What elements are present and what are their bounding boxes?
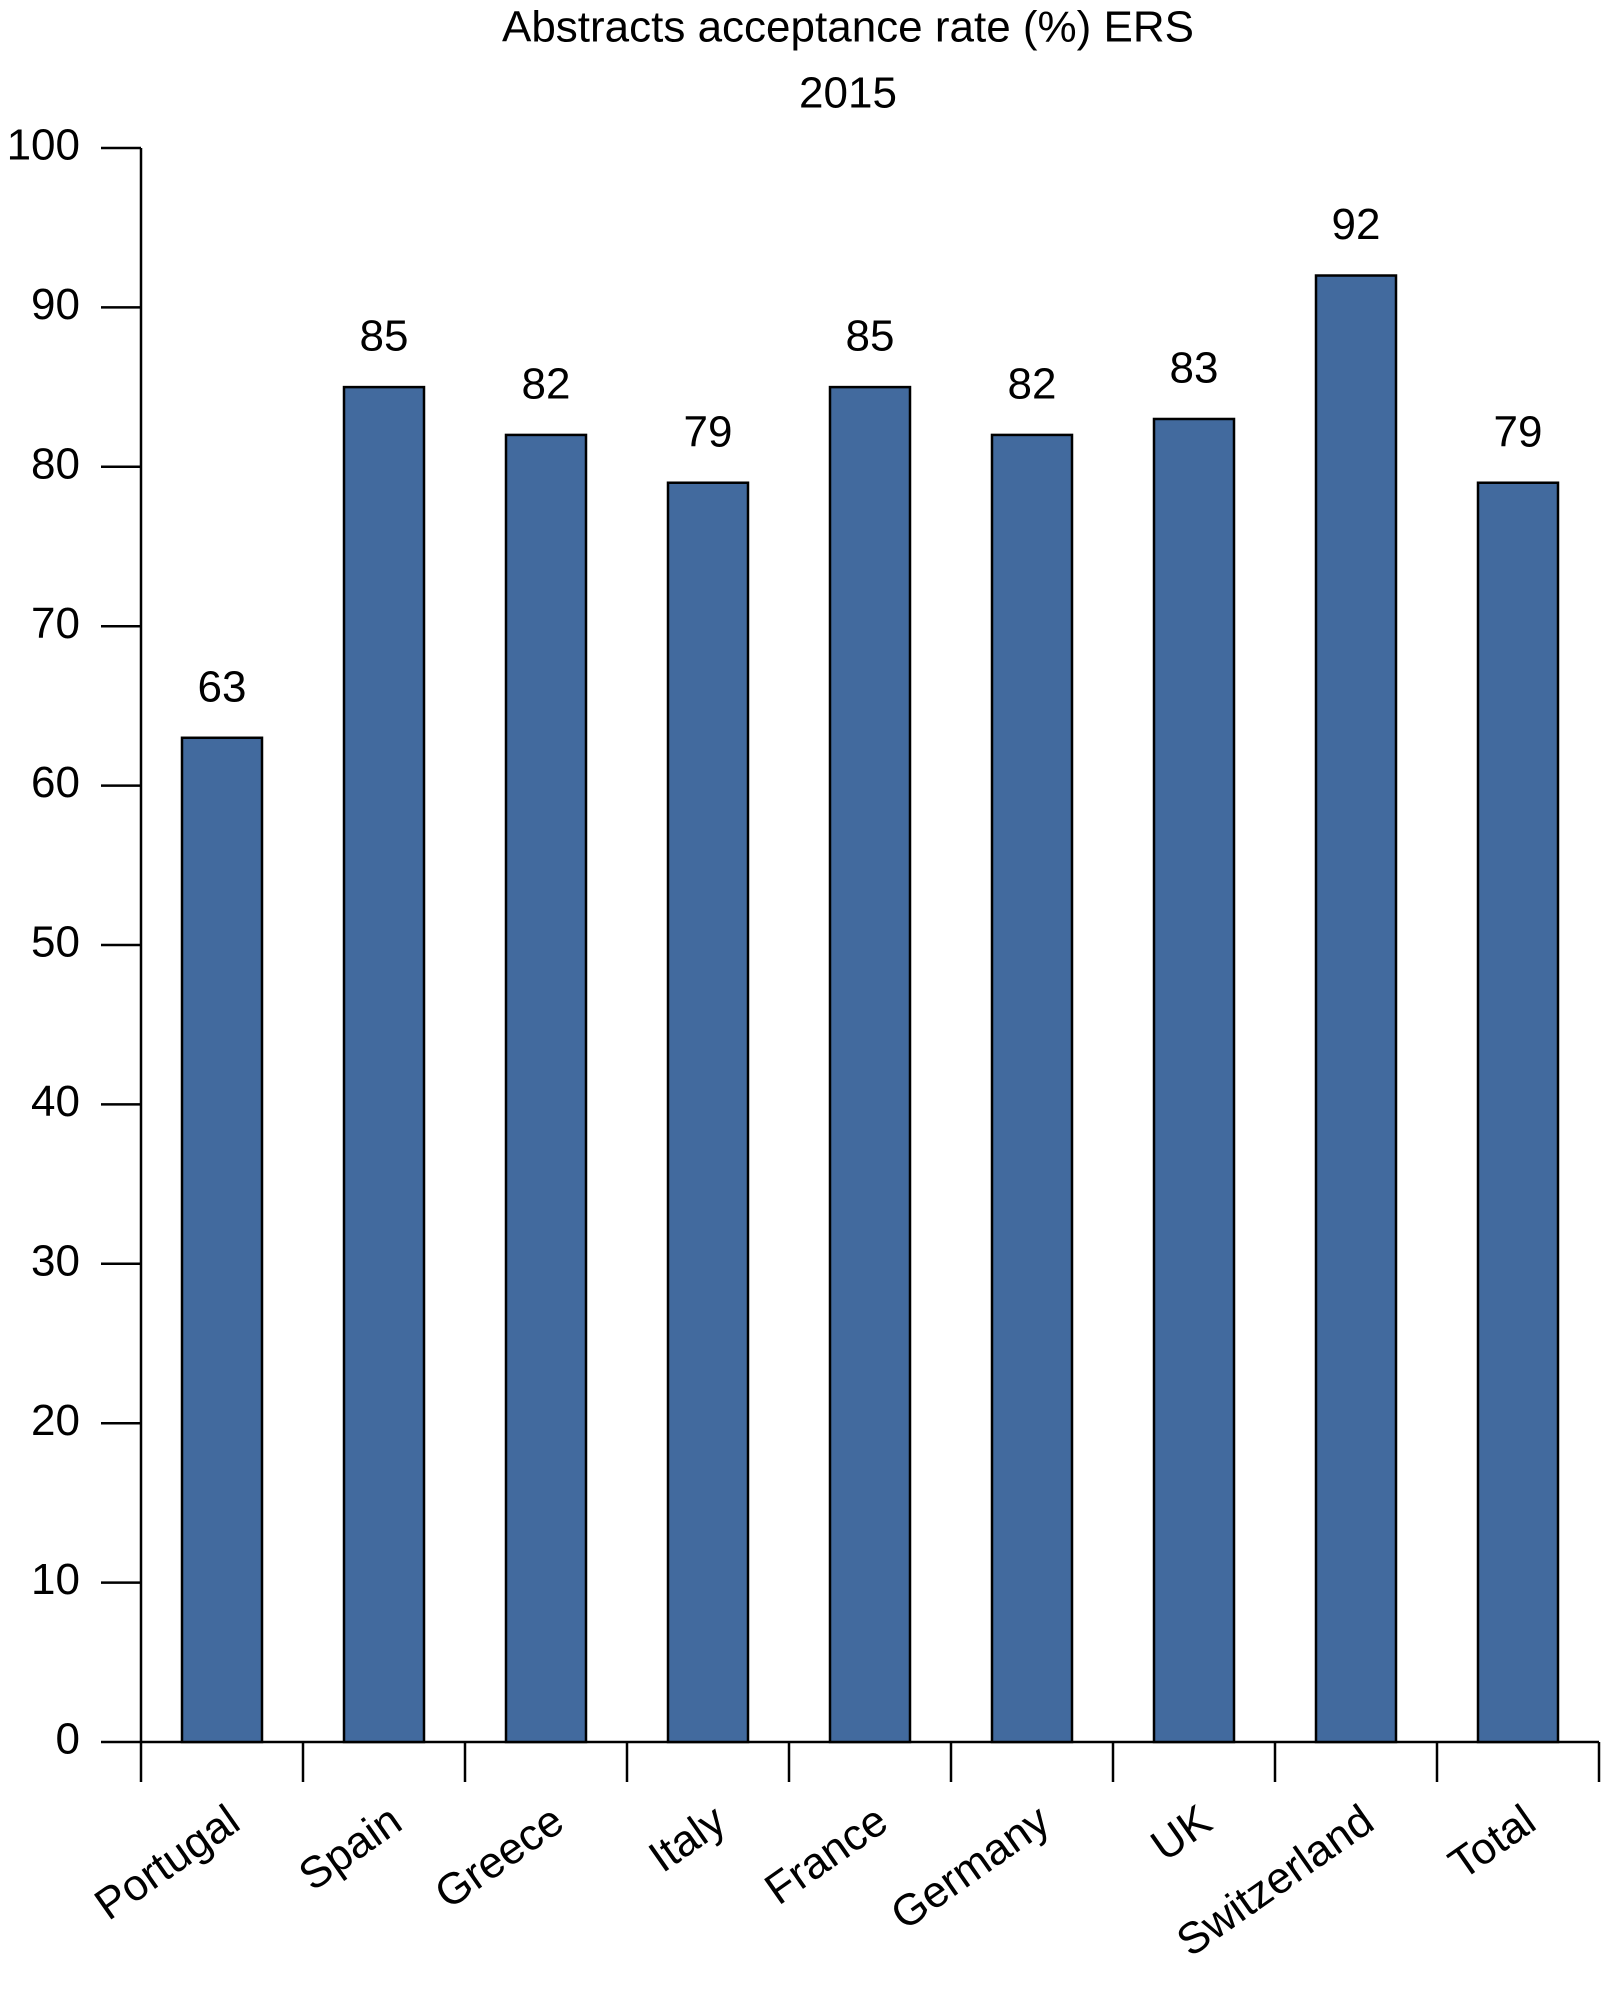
- bar: [666, 481, 750, 1744]
- value-label: 85: [360, 312, 409, 361]
- y-tick-label: 90: [31, 280, 80, 329]
- y-tick-label: 10: [31, 1555, 80, 1604]
- x-tick-label: Total: [1440, 1796, 1544, 1889]
- value-label: 79: [684, 407, 733, 456]
- value-label: 79: [1494, 407, 1543, 456]
- value-label: 63: [198, 662, 247, 711]
- x-tick-label: Germany: [882, 1796, 1058, 1940]
- x-tick-label: Portugal: [86, 1796, 248, 1930]
- value-label: 82: [522, 360, 571, 409]
- value-label: 82: [1008, 360, 1057, 409]
- value-label: 83: [1170, 344, 1219, 393]
- bar: [342, 385, 426, 1744]
- x-tick-label: Greece: [426, 1796, 572, 1919]
- bar: [990, 433, 1074, 1744]
- value-label: 92: [1332, 200, 1381, 249]
- chart-subtitle: 2015: [799, 69, 897, 118]
- x-tick-label: UK: [1142, 1796, 1220, 1871]
- bar: [180, 736, 264, 1744]
- chart-title: Abstracts acceptance rate (%) ERS: [502, 3, 1194, 52]
- y-tick-label: 80: [31, 439, 80, 488]
- bar: [504, 433, 588, 1744]
- y-tick-label: 0: [56, 1715, 80, 1764]
- bar: [1152, 417, 1236, 1744]
- y-tick-label: 70: [31, 599, 80, 648]
- y-tick-label: 60: [31, 758, 80, 807]
- y-tick-label: 20: [31, 1396, 80, 1445]
- bar: [1476, 481, 1560, 1744]
- y-tick-label: 100: [7, 121, 80, 170]
- x-tick-label: France: [756, 1796, 896, 1915]
- y-tick-label: 50: [31, 918, 80, 967]
- bar: [1314, 274, 1398, 1744]
- y-tick-label: 40: [31, 1077, 80, 1126]
- bar: [828, 385, 912, 1744]
- x-tick-label: Italy: [640, 1796, 734, 1882]
- value-label: 85: [846, 312, 895, 361]
- x-tick-label: Spain: [290, 1796, 410, 1901]
- y-tick-label: 30: [31, 1236, 80, 1285]
